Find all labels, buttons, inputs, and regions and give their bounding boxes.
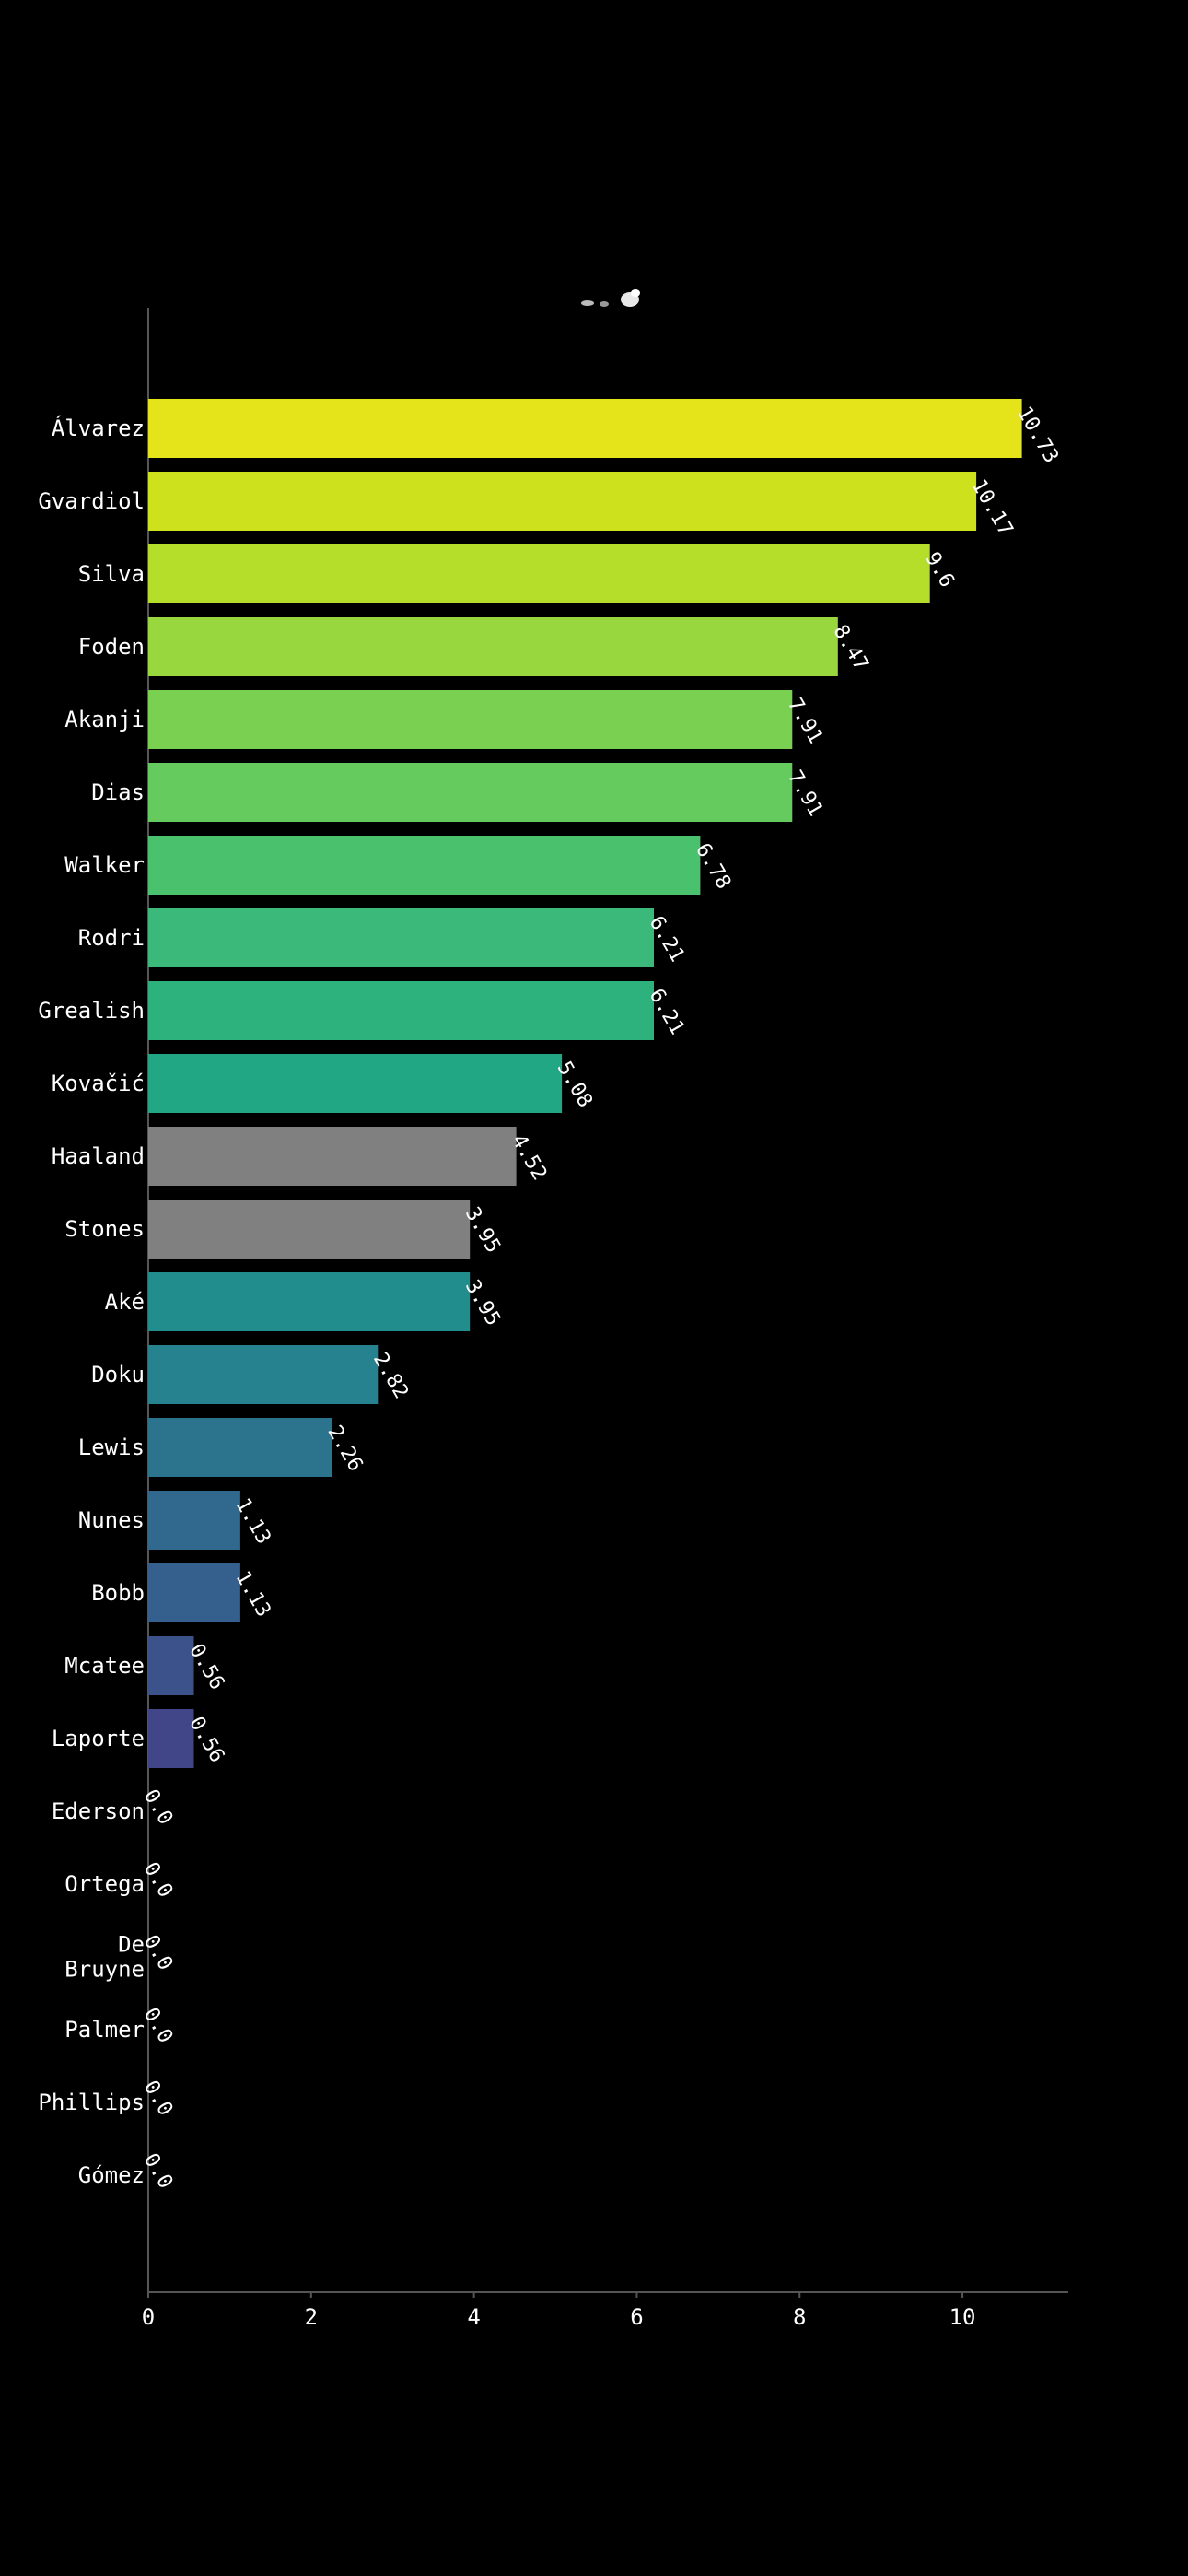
club-logo-icon: [581, 289, 640, 307]
category-label-16: Bobb: [91, 1580, 145, 1606]
x-tick-labels: 0 2 4 6 8 10: [142, 2292, 976, 2330]
category-label-7: Rodri: [78, 925, 145, 951]
bar-15: [148, 1491, 240, 1550]
category-label-20: Ortega: [64, 1871, 145, 1897]
bar-18: [148, 1709, 194, 1768]
category-label-14: Lewis: [78, 1434, 145, 1460]
bar-11: [148, 1200, 471, 1259]
bar-0: [148, 399, 1022, 458]
bar-16: [148, 1563, 240, 1622]
x-tick-label-1: 2: [305, 2304, 318, 2330]
x-tick-label-5: 10: [949, 2304, 976, 2330]
x-tick-label-4: 8: [793, 2304, 806, 2330]
category-label-12: Aké: [105, 1289, 145, 1315]
x-tick-label-3: 6: [630, 2304, 643, 2330]
category-label-10: Haaland: [52, 1143, 145, 1169]
category-label-23: Phillips: [38, 2090, 145, 2115]
bar-8: [148, 981, 655, 1040]
category-label-21: De Bruyne: [64, 1932, 145, 1983]
category-label-0: Álvarez: [52, 415, 145, 441]
category-label-17: Mcatee: [64, 1653, 145, 1679]
bar-10: [148, 1127, 517, 1186]
category-label-1: Gvardiol: [38, 488, 145, 514]
category-label-9: Kovačić: [52, 1071, 145, 1096]
bar-3: [148, 617, 838, 676]
category-label-18: Laporte: [52, 1726, 145, 1751]
category-label-6: Walker: [64, 852, 145, 878]
x-tick-label-0: 0: [142, 2304, 155, 2330]
category-label-19: Ederson: [52, 1798, 145, 1824]
category-label-13: Doku: [91, 1362, 145, 1388]
category-label-22: Palmer: [64, 2017, 145, 2043]
bar-17: [148, 1636, 194, 1695]
category-label-11: Stones: [64, 1216, 145, 1242]
bar-7: [148, 908, 655, 967]
bar-4: [148, 690, 793, 749]
category-label-2: Silva: [78, 561, 145, 587]
bar-5: [148, 763, 793, 822]
bar-14: [148, 1418, 332, 1477]
bar-13: [148, 1345, 379, 1404]
bar-9: [148, 1054, 563, 1113]
category-label-5: Dias: [91, 779, 145, 805]
bars-group: [148, 399, 1022, 1768]
bar-1: [148, 472, 977, 531]
category-label-24: Gómez: [78, 2162, 145, 2188]
bar-6: [148, 836, 701, 895]
bar-12: [148, 1272, 471, 1331]
category-label-4: Akanji: [64, 707, 145, 732]
category-labels: Álvarez Gvardiol Silva Foden Akanji Dias Walke…: [38, 415, 145, 2188]
category-label-15: Nunes: [78, 1507, 145, 1533]
x-tick-label-2: 4: [467, 2304, 480, 2330]
category-label-8: Grealish: [38, 998, 145, 1024]
category-label-3: Foden: [78, 634, 145, 660]
bar-2: [148, 544, 930, 603]
